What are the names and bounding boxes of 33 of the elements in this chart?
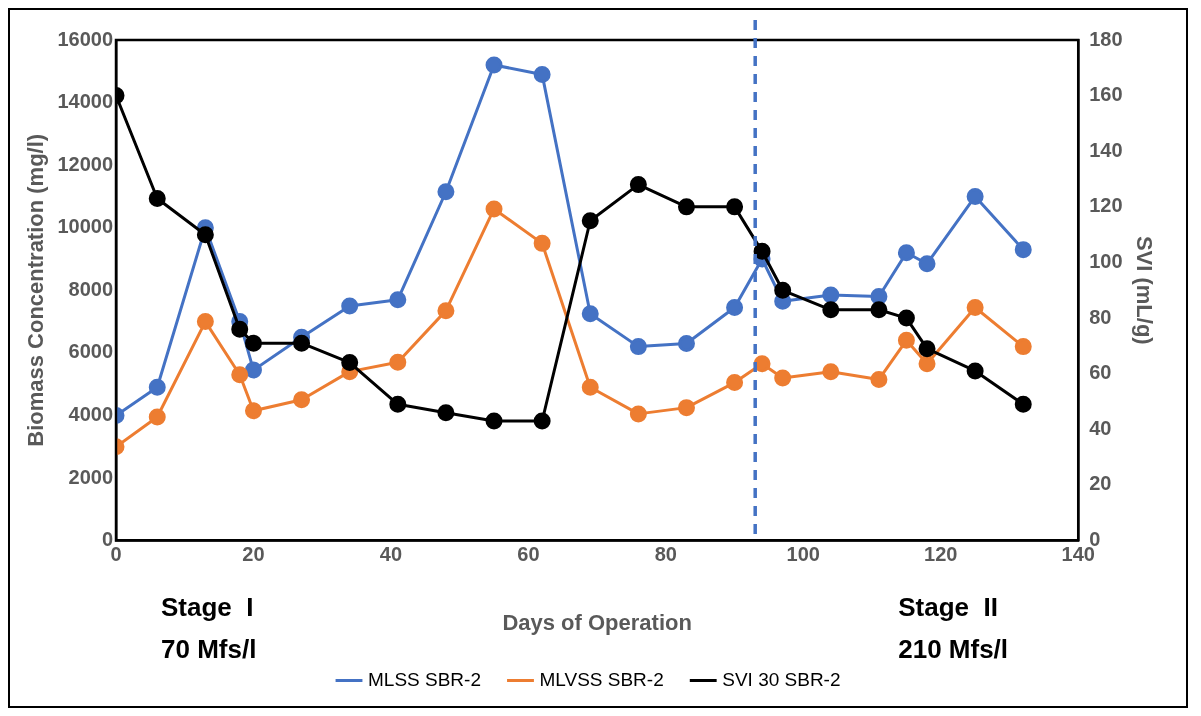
text: 70 Mfs/l: [161, 633, 257, 664]
y-tick-label: 8000: [68, 277, 114, 300]
y-tick-label: 4000: [68, 402, 114, 425]
y2-tick-label: 120: [1089, 194, 1123, 217]
text: 210 Mfs/l: [898, 633, 1009, 664]
y-tick-label: 14000: [57, 90, 114, 113]
y2-tick-label: 140: [1089, 138, 1123, 161]
x-tick-label: 120: [924, 543, 958, 566]
y-tick-label: 16000: [57, 27, 114, 50]
y2-tick-label: 180: [1089, 27, 1123, 50]
text: Stage II: [898, 591, 998, 622]
x-tick-label: 100: [786, 543, 820, 566]
y2-tick-label: 160: [1089, 83, 1123, 106]
legend-label: SVI 30 SBR-2: [722, 668, 841, 690]
x-tick-label: 60: [517, 543, 540, 566]
y2-tick-label: 40: [1089, 416, 1112, 439]
y-tick-label: 2000: [68, 465, 114, 488]
x-tick-label: 20: [242, 543, 265, 566]
y-tick-label: 12000: [57, 152, 114, 175]
y2-tick-label: 100: [1089, 250, 1123, 272]
y2-tick-label: 20: [1089, 472, 1112, 495]
y2-axis-title: SVI (mL/g): [1131, 235, 1157, 345]
legend-label: MLSS SBR-2: [368, 668, 481, 690]
x-tick-label: 40: [379, 543, 403, 566]
legend-label: MLVSS SBR-2: [539, 668, 664, 690]
x-axis-title: Days of Operation: [502, 609, 692, 635]
y2-tick-label: 60: [1089, 361, 1112, 384]
y-axis-title: Biomass Concentration (mg/l): [23, 133, 49, 447]
y-tick-label: 6000: [68, 340, 114, 363]
text: Stage I: [161, 591, 254, 622]
y-tick-label: 10000: [57, 215, 114, 238]
x-tick-label: 80: [654, 543, 677, 566]
y2-tick-label: 80: [1089, 305, 1112, 328]
